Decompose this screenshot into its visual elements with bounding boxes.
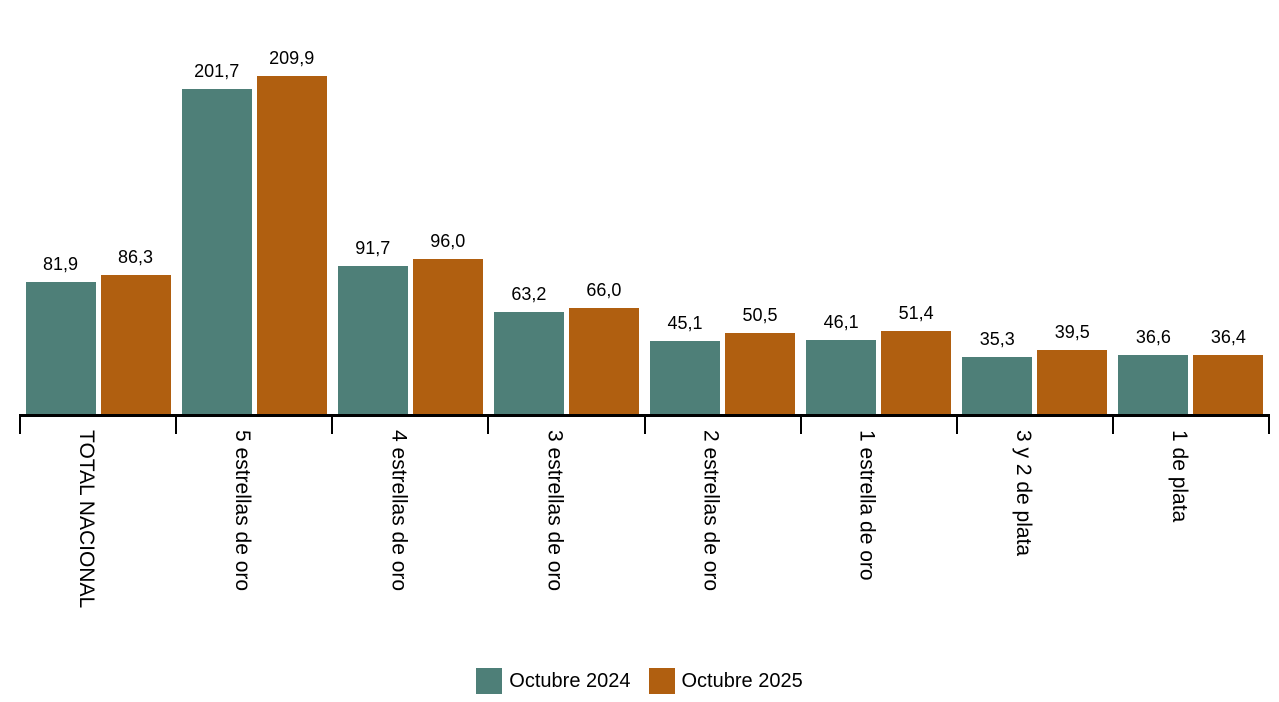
x-axis-label-cell: TOTAL NACIONAL — [20, 430, 176, 608]
x-axis-label: 1 estrella de oro — [855, 430, 879, 581]
x-axis-label-cell: 2 estrellas de oro — [645, 430, 801, 608]
x-axis-tick — [1268, 414, 1270, 434]
bar-value-label: 35,3 — [979, 329, 1015, 349]
bar-group: 35,3 — [962, 0, 1033, 414]
bar-octubre-2025 — [1193, 355, 1264, 414]
x-axis-label: 3 estrellas de oro — [543, 430, 567, 592]
bar-group: 51,4 — [881, 0, 952, 414]
x-axis-tick — [19, 414, 21, 434]
legend-swatch — [648, 668, 675, 694]
bar-group: 96,0 — [412, 0, 483, 414]
bar-group: 36,4 — [1193, 0, 1264, 414]
bar-octubre-2024 — [962, 357, 1033, 414]
category-group: 63,2 66,0 — [487, 0, 644, 434]
bar-value-label: 46,1 — [823, 312, 859, 332]
bar-value-label: 96,0 — [430, 231, 466, 251]
bar-octubre-2024 — [337, 266, 408, 414]
category-group: 46,1 51,4 — [799, 0, 957, 434]
x-axis-tick — [955, 414, 958, 434]
x-axis-label: 5 estrellas de oro — [231, 430, 255, 592]
legend-label: Octubre 2024 — [509, 669, 631, 692]
bar-value-label: 209,9 — [269, 48, 315, 68]
legend-label: Octubre 2025 — [681, 669, 803, 692]
bar-value-label: 50,5 — [742, 305, 778, 325]
bar-group: 36,6 — [1118, 0, 1189, 414]
x-axis-label: 2 estrellas de oro — [699, 430, 723, 592]
bar-group: 46,1 — [806, 0, 877, 414]
category-group: 45,1 50,5 — [643, 0, 801, 434]
x-axis-tick — [643, 414, 646, 434]
bar-group: 86,3 — [100, 0, 171, 414]
bar-group: 209,9 — [256, 0, 327, 414]
bar-octubre-2024 — [650, 341, 721, 414]
x-axis-label-cell: 1 de plata — [1113, 430, 1269, 608]
bar-group: 91,7 — [337, 0, 408, 414]
bar-group: 201,7 — [181, 0, 252, 414]
legend-swatch — [476, 668, 503, 694]
x-axis-labels: TOTAL NACIONAL 5 estrellas de oro 4 estrel… — [20, 430, 1269, 608]
bar-group: 81,9 — [25, 0, 96, 414]
x-axis-label-cell: 3 estrellas de oro — [488, 430, 644, 608]
x-axis-label: 3 y 2 de plata — [1011, 430, 1035, 557]
legend-item: Octubre 2024 — [476, 668, 631, 694]
x-axis-label-cell: 4 estrellas de oro — [332, 430, 488, 608]
bar-value-label: 201,7 — [194, 61, 240, 81]
bar-octubre-2025 — [568, 308, 639, 414]
bar-value-label: 86,3 — [118, 247, 154, 267]
bar-octubre-2024 — [25, 282, 96, 414]
category-group: 81,9 86,3 — [19, 0, 176, 434]
bar-value-label: 51,4 — [898, 303, 934, 323]
bar-group: 66,0 — [568, 0, 639, 414]
legend-item: Octubre 2025 — [648, 668, 803, 694]
bar-octubre-2025 — [881, 331, 952, 414]
bar-octubre-2024 — [181, 89, 252, 414]
category-group: 201,7 209,9 — [175, 0, 332, 434]
bar-octubre-2025 — [1037, 350, 1108, 414]
bar-value-label: 81,9 — [43, 254, 79, 274]
bar-group: 45,1 — [650, 0, 721, 414]
bar-group: 50,5 — [725, 0, 796, 414]
plot-area: 81,9 86,3 201,7 209,9 91,7 96,0 63,2 66,0 45,1 50… — [19, 0, 1270, 434]
category-group: 36,6 36,4 — [1111, 0, 1270, 434]
bar-value-label: 66,0 — [586, 280, 622, 300]
bar-group: 39,5 — [1037, 0, 1108, 414]
x-axis-label-cell: 5 estrellas de oro — [176, 430, 332, 608]
legend: Octubre 2024 Octubre 2025 — [0, 668, 1279, 694]
x-axis-tick — [799, 414, 802, 434]
x-axis-label: 1 de plata — [1167, 430, 1191, 523]
bar-value-label: 63,2 — [511, 284, 547, 304]
x-axis-tick — [175, 414, 178, 434]
bar-octubre-2025 — [100, 275, 171, 414]
x-axis-tick — [487, 414, 490, 434]
bar-octubre-2024 — [806, 340, 877, 414]
bar-value-label: 36,4 — [1210, 327, 1246, 347]
x-axis-label-cell: 3 y 2 de plata — [957, 430, 1113, 608]
x-axis-label-cell: 1 estrella de oro — [801, 430, 957, 608]
x-axis-tick — [1111, 414, 1114, 434]
bar-octubre-2025 — [412, 259, 483, 414]
x-axis-label: 4 estrellas de oro — [387, 430, 411, 592]
bar-octubre-2024 — [493, 312, 564, 414]
bar-group: 63,2 — [493, 0, 564, 414]
bar-octubre-2025 — [725, 333, 796, 414]
category-group: 35,3 39,5 — [955, 0, 1113, 434]
bar-value-label: 39,5 — [1054, 322, 1090, 342]
bar-value-label: 91,7 — [355, 238, 391, 258]
category-group: 91,7 96,0 — [331, 0, 488, 434]
x-axis-tick — [331, 414, 334, 434]
bar-value-label: 45,1 — [667, 313, 703, 333]
bar-octubre-2024 — [1118, 355, 1189, 414]
bar-value-label: 36,6 — [1135, 327, 1171, 347]
x-axis-label: TOTAL NACIONAL — [75, 430, 99, 609]
bar-octubre-2025 — [256, 76, 327, 414]
